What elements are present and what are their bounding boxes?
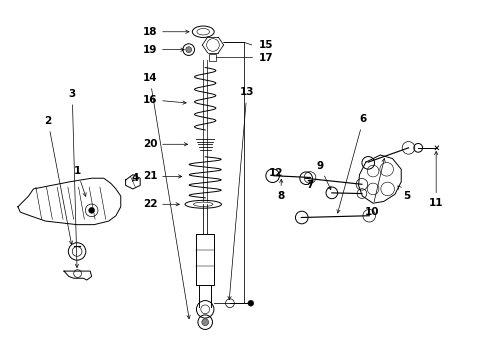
Text: 9: 9 (316, 161, 330, 190)
Text: 11: 11 (428, 152, 443, 208)
Text: 2: 2 (44, 116, 72, 244)
Text: 10: 10 (364, 158, 385, 217)
Polygon shape (64, 271, 91, 280)
Text: 17: 17 (259, 53, 273, 63)
Polygon shape (196, 234, 213, 285)
Polygon shape (18, 178, 121, 225)
Text: 19: 19 (142, 45, 184, 55)
Text: 14: 14 (142, 73, 190, 319)
Circle shape (247, 300, 253, 306)
Text: 7: 7 (305, 180, 313, 190)
Circle shape (185, 47, 191, 53)
Text: 4: 4 (131, 173, 139, 183)
Text: 22: 22 (142, 199, 179, 209)
Polygon shape (125, 175, 140, 189)
Text: 1: 1 (73, 166, 86, 196)
Text: 6: 6 (336, 114, 366, 213)
Text: 3: 3 (68, 89, 79, 267)
Text: 8: 8 (277, 179, 284, 201)
Text: 20: 20 (142, 139, 187, 149)
Text: 5: 5 (397, 186, 410, 201)
Text: 18: 18 (142, 27, 189, 37)
Circle shape (202, 319, 208, 325)
Polygon shape (358, 155, 401, 203)
Text: 12: 12 (268, 168, 283, 178)
Text: 13: 13 (227, 87, 254, 300)
Text: 21: 21 (142, 171, 182, 181)
Text: 15: 15 (259, 40, 273, 50)
Circle shape (88, 207, 94, 213)
Text: 16: 16 (142, 95, 186, 105)
